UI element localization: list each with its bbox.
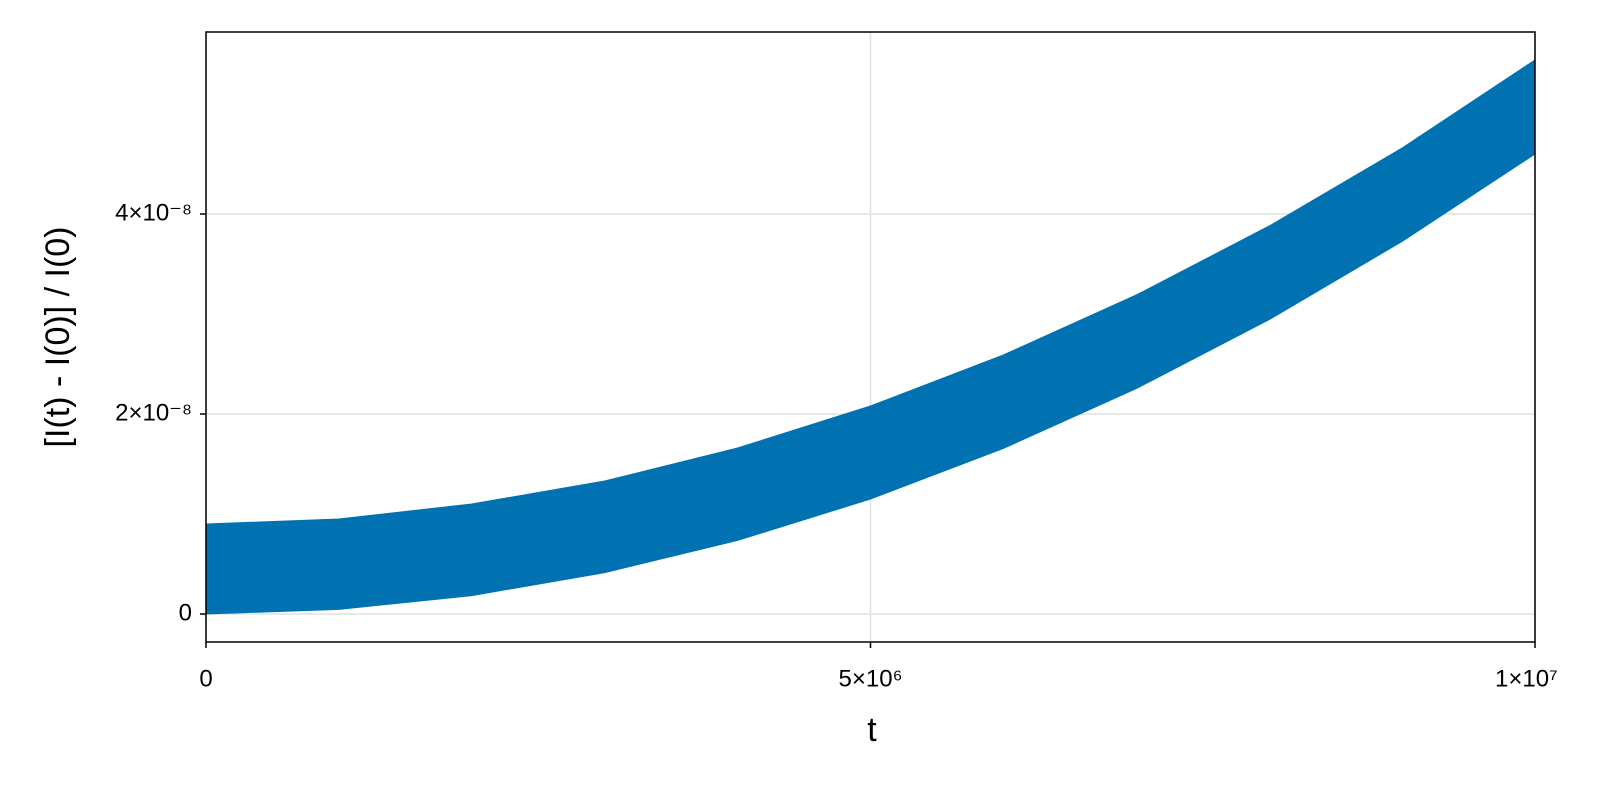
y-tick-label: 4×10⁻⁸ xyxy=(115,199,192,226)
x-tick-label: 1×10⁷ xyxy=(1495,665,1558,692)
x-tick-label: 5×10⁶ xyxy=(839,665,903,692)
x-tick-label: 0 xyxy=(199,665,212,692)
y-axis-label: [I(t) - I(0)] / I(0) xyxy=(39,227,77,448)
plot-frame xyxy=(205,31,1536,643)
y-tick-label: 0 xyxy=(179,599,192,626)
x-axis-label: t xyxy=(867,711,877,749)
y-tick-label: 2×10⁻⁸ xyxy=(115,399,192,426)
